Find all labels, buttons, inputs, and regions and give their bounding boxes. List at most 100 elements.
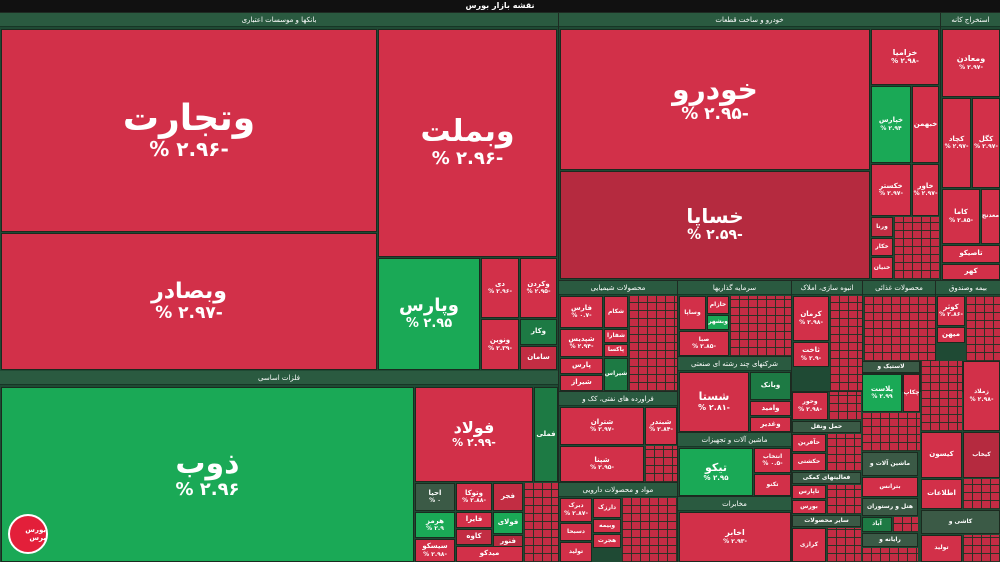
sector-title: خودرو و ساخت قطعات (559, 13, 940, 27)
tile-kouhgar[interactable]: کوثر -۲.۸۶ % (937, 296, 965, 326)
tile-kchad[interactable]: کچاد -۲.۹۷ % (942, 98, 971, 188)
tile-vamid[interactable]: وامید (750, 401, 791, 416)
tile-khakhtar[interactable]: خکستر -۲.۹۷ % (871, 164, 911, 216)
tile-saman[interactable]: سامان (520, 346, 557, 370)
tile-ttko[interactable]: تکنو (754, 474, 791, 496)
tile-hormoz[interactable]: هرمز ۲.۹ % (415, 512, 455, 538)
tile-khavar[interactable]: خاور -۲.۹۷ % (912, 164, 939, 216)
tile-vbsir[interactable]: وبیمه (593, 519, 621, 533)
tile-kikhab[interactable]: کیخاب (963, 432, 1000, 478)
tile-khpars[interactable]: خپارس ۲.۹۴ % (871, 86, 911, 163)
tile-sisko[interactable]: سیسکو -۲.۹۸ % (415, 539, 455, 562)
tile-rayaneh[interactable]: رایانه و (862, 533, 918, 547)
tile-ahya[interactable]: احیا ۰ % (415, 483, 455, 511)
tile-chekap[interactable]: چکاپ (903, 374, 920, 412)
tile-darzak[interactable]: دارزک (593, 498, 621, 518)
tile-sayer[interactable]: سایر محصولات (792, 515, 861, 527)
tile-vbank[interactable]: وبانک (750, 372, 791, 400)
tile-tavid[interactable]: توليد (921, 535, 962, 562)
sector-title: مخابرات (678, 497, 791, 511)
tile-vkardan[interactable]: وکردن -۲.۹۵ % (520, 258, 557, 318)
tile-fameli[interactable]: فملی (534, 387, 558, 482)
tile-cluster (730, 296, 791, 356)
tile-tiko[interactable]: تیکو ۲.۹۵ % (679, 448, 753, 496)
tile-votoka[interactable]: وتوکا -۲.۸۸ % (456, 483, 492, 511)
tile-tapars[interactable]: تاپارس (792, 485, 826, 499)
tile-dasobhan[interactable]: دسبحا (560, 523, 592, 541)
tile-hamlonagl[interactable]: حمل ونقل (792, 421, 861, 433)
tile-foolad[interactable]: فولاد -۲.۹۹ % (415, 387, 533, 482)
tile-tolid[interactable]: تولید (560, 542, 592, 562)
tile-vbeshahr[interactable]: وبشهر (707, 315, 729, 330)
tile-entekhab[interactable]: انتخاب -۰.۵ % (754, 448, 791, 473)
tile-tasiko[interactable]: تاصیکو (942, 245, 1000, 263)
tile-kama[interactable]: کاما -۲.۸۵ % (942, 189, 980, 244)
tile-khapa[interactable]: خساپا -۲.۵۹ % (560, 171, 870, 279)
tile-hafarin[interactable]: حآفرین (792, 434, 826, 452)
tile-shatran[interactable]: شتران -۲.۹۷ % (560, 407, 644, 445)
tile-shiras[interactable]: شیراس (604, 358, 628, 391)
tile-abad[interactable]: آباد (862, 517, 892, 532)
tile-boors[interactable]: بورس (792, 500, 826, 514)
tile-fooladi[interactable]: فولای (493, 512, 523, 534)
tile-kerman[interactable]: کرمان -۲.۹۸ % (793, 296, 829, 341)
tile-mehan[interactable]: میهن (937, 327, 965, 343)
tile-vghadir[interactable]: وغدیر (750, 417, 791, 432)
tile-kaveh[interactable]: کاوه (456, 529, 492, 545)
tile-vahor[interactable]: وحور -۲.۹۸ % (792, 392, 828, 420)
tile-zamlad[interactable]: زملاد -۲.۹۸ % (963, 361, 1000, 431)
tile-vbemellat[interactable]: وبملت -۲.۹۶ % (378, 29, 557, 257)
tile-midko[interactable]: میدکو (456, 546, 523, 562)
sector-misc: وحور -۲.۹۸ % حمل ونقل حآفرین حکشتی فعالی… (792, 361, 1000, 562)
tile-kisvan[interactable]: کیسون (921, 432, 962, 478)
tile-vbeshbe[interactable]: صبا -۲.۸۵ % (679, 331, 729, 356)
tile-khkar[interactable]: خکار (871, 238, 893, 256)
tile-dabrak[interactable]: دبرک -۲.۸۷ % (560, 498, 592, 522)
tile-vbsader[interactable]: وبصادر -۲.۹۷ % (1, 233, 377, 370)
tile-vorna[interactable]: ورنا (871, 217, 893, 237)
tile-khazam[interactable]: خازام (707, 296, 729, 314)
tile-pars[interactable]: پارس (560, 358, 603, 374)
tile-khbahman[interactable]: خبهمن (912, 86, 939, 163)
tile-vpars[interactable]: وپارس ۲.۹۵ % (378, 258, 480, 370)
tile-vkar[interactable]: وکار (520, 319, 557, 345)
tile-shekham[interactable]: شکام (604, 296, 628, 328)
tile-shapdis[interactable]: شپدیس -۲.۹۴ % (560, 329, 603, 357)
tile-zob[interactable]: ذوب ۲.۹۶ % (1, 387, 414, 562)
tile-haktashi[interactable]: حکشتی (792, 453, 826, 471)
tile-karazi[interactable]: کرازی (792, 528, 826, 562)
tile-akhaber[interactable]: اخابر -۲.۹۳ % (679, 512, 791, 562)
tile-madenj[interactable]: معدنج (981, 189, 1000, 244)
tile-vtejarat[interactable]: وتجارت -۲.۹۶ % (1, 29, 377, 232)
tile-shabandar[interactable]: شبندر -۲.۸۴ % (645, 407, 677, 445)
sector-title: فراورده های نفتی، کک و (559, 392, 677, 406)
tile-shina[interactable]: شپنا -۲.۹۵ % (560, 446, 644, 482)
tile-shosta[interactable]: شستا -۲.۸۱ % (679, 372, 749, 432)
tile-hotel[interactable]: هتل و رستوران (862, 498, 918, 516)
tile-mashinalat[interactable]: ماشین آلات و (862, 452, 918, 476)
tile-takht[interactable]: ثاخت -۲.۹ % (793, 342, 829, 367)
tile-fajr[interactable]: فجر (493, 483, 523, 511)
tile-vsapa[interactable]: وساپا (679, 296, 706, 330)
tile-faaliat[interactable]: فعالیتهای کمکی (792, 472, 861, 484)
tile-paxa[interactable]: پاکسا (604, 344, 628, 357)
tile-di[interactable]: دی -۲.۹۶ % (481, 258, 519, 318)
tile-khenin[interactable]: خنیان (871, 257, 893, 279)
tile-hejrat[interactable]: هجرت (593, 534, 621, 548)
tile-kharamia[interactable]: خزامیا -۲.۹۸ % (871, 29, 939, 85)
tile-khodro[interactable]: خودرو -۲.۹۵ % (560, 29, 870, 170)
tile-plast[interactable]: پلاست ۲.۹۹ % (862, 374, 902, 412)
tile-kahar[interactable]: کهر (942, 264, 1000, 280)
tile-farsi[interactable]: فارس -۰.۷ % (560, 296, 603, 328)
tile-vnovin[interactable]: ونوین -۲.۳۹ % (481, 319, 519, 370)
tile-lastik[interactable]: لاستیک و (862, 361, 920, 373)
tile-vmaaden[interactable]: ومعادن -۲.۹۷ % (942, 29, 1000, 97)
tile-fakhoz[interactable]: فایرا (456, 512, 492, 528)
tile-betras[interactable]: بترانس (862, 477, 918, 497)
tile-kgol[interactable]: کگل -۲.۹۷ % (972, 98, 1000, 188)
tile-shiraz[interactable]: شیراز (560, 375, 603, 391)
tile-etelaat[interactable]: اطلاعات (921, 479, 962, 509)
tile-kashi[interactable]: کاشی و (921, 510, 1000, 534)
tile-shafara[interactable]: شفارا (604, 329, 628, 343)
sector-investment: سرمایه گذاریها وساپا خازام وبشهر صبا -۲.… (678, 281, 791, 356)
